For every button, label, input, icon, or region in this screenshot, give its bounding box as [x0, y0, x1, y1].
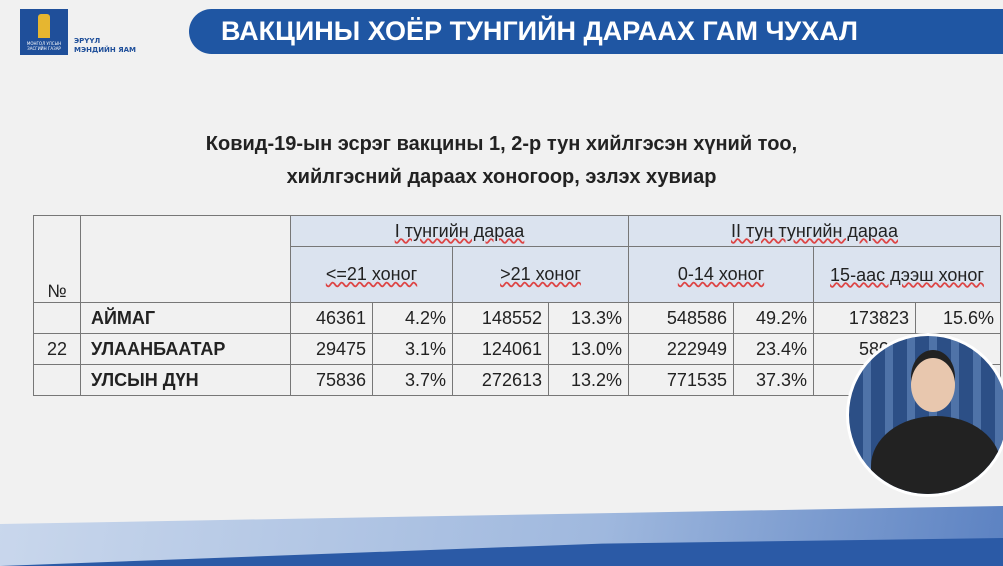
- ministry-name: ЭРҮҮЛ МЭНДИЙН ЯАМ: [74, 37, 136, 54]
- cell: 13.2%: [548, 364, 629, 396]
- cell: 771535: [628, 364, 734, 396]
- row-name: АЙМАГ: [80, 302, 291, 334]
- cell: 548586: [628, 302, 734, 334]
- row-no: [33, 302, 81, 334]
- row-no: [33, 364, 81, 396]
- cell: 3.1%: [372, 333, 453, 365]
- row-name: УЛААНБААТАР: [80, 333, 291, 365]
- cell: 75836: [290, 364, 373, 396]
- cell: 148552: [452, 302, 549, 334]
- header-dose1: I тунгийн дараа: [290, 215, 629, 247]
- cell: 272613: [452, 364, 549, 396]
- cell: 173823: [813, 302, 916, 334]
- cell: 13.0%: [548, 333, 629, 365]
- cell: 46361: [290, 302, 373, 334]
- sub-header: 0-14 хоног: [628, 246, 814, 303]
- ministry-logo: МОНГОЛ УЛСЫН ЗАСГИЙН ГАЗАР: [20, 9, 68, 55]
- banner-title: ВАКЦИНЫ ХОЁР ТУНГИЙН ДАРААХ ГАМ ЧУХАЛ: [189, 9, 1003, 54]
- cell: 3.7%: [372, 364, 453, 396]
- table-row: 22 УЛААНБААТАР 29475 3.1% 124061 13.0% 222949 2…: [33, 333, 1001, 365]
- cell: 4.2%: [372, 302, 453, 334]
- cell: 29475: [290, 333, 373, 365]
- header-dose2: II тун тунгийн дараа: [628, 215, 1001, 247]
- vaccine-table: № I тунгийн дараа II тун тунгийн дараа <…: [33, 215, 1001, 396]
- cell: 222949: [628, 333, 734, 365]
- cell: 13.3%: [548, 302, 629, 334]
- cell: 124061: [452, 333, 549, 365]
- row-no: 22: [33, 333, 81, 365]
- row-name: УЛСЫН ДҮН: [80, 364, 291, 396]
- cell: 37.3%: [733, 364, 814, 396]
- table-title: Ковид-19-ын эсрэг вакцины 1, 2-р тун хий…: [205, 133, 798, 188]
- soyombo-emblem: [38, 13, 50, 38]
- cell: 23.4%: [733, 333, 814, 365]
- sign-language-interpreter-video: [846, 333, 1003, 497]
- header-no: №: [33, 215, 81, 303]
- cell: 49.2%: [733, 302, 814, 334]
- sub-header: >21 хоног: [452, 246, 629, 303]
- table-row: АЙМАГ 46361 4.2% 148552 13.3% 548586 49.2% 1738…: [33, 302, 1001, 334]
- sub-header: 15-аас дээш хоног: [813, 246, 1001, 303]
- sub-header: <=21 хоног: [290, 246, 453, 303]
- cell: 15.6%: [915, 302, 1001, 334]
